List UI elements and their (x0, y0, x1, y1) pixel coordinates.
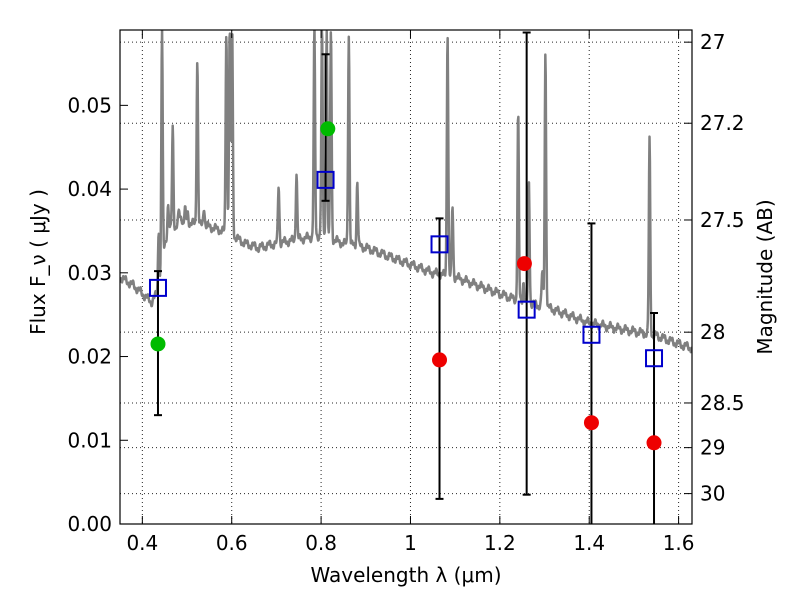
model-photometry-square (645, 349, 664, 368)
x-tick-label: 1.2 (484, 531, 516, 555)
nondetection-point (516, 256, 532, 272)
model-photometry-square (430, 235, 449, 254)
data-markers (148, 121, 664, 451)
y-tick-label: 0.05 (67, 93, 112, 117)
right-axis-label: Magnitude (AB) (753, 199, 777, 354)
right-tick-label: 27.5 (700, 208, 745, 232)
right-tick-label: 28.5 (700, 391, 745, 415)
model-photometry-square (517, 300, 536, 319)
plot-frame (119, 29, 693, 525)
right-tick-label: 29 (700, 436, 725, 460)
x-tick-label: 0.4 (126, 531, 158, 555)
y-tick-label: 0.00 (67, 512, 112, 536)
model-photometry-square (582, 325, 601, 344)
x-tick-label: 0.6 (216, 531, 248, 555)
x-tick-label: 1 (404, 531, 417, 555)
right-tick-label: 27 (700, 30, 725, 54)
y-tick-label: 0.04 (67, 177, 112, 201)
x-tick-label: 1.6 (663, 531, 695, 555)
model-spectrum-line (120, 30, 692, 354)
nondetection-point (646, 435, 662, 451)
x-tick-label: 1.4 (573, 531, 605, 555)
model-photometry-square (316, 170, 335, 189)
x-axis-label: Wavelength λ (μm) (310, 563, 501, 587)
grid (120, 30, 692, 524)
detection-point (320, 121, 336, 137)
nondetection-point (583, 415, 599, 431)
detection-point (150, 336, 166, 352)
y-axis-label: Flux F_ν ( μJy ) (26, 189, 50, 335)
y-tick-label: 0.03 (67, 261, 112, 285)
tick-labels: 0.4 0.6 0.8 1 1.2 1.4 1.6 0.00 0.01 0.02 0.03 0.04 0… (67, 30, 744, 555)
right-tick-label: 28 (700, 320, 725, 344)
y-tick-label: 0.02 (67, 345, 112, 369)
model-spectrum (120, 30, 692, 354)
right-tick-label: 30 (700, 482, 725, 506)
model-photometry-square (148, 278, 167, 297)
y-tick-label: 0.01 (67, 428, 112, 452)
nondetection-point (432, 352, 448, 368)
axis-ticks (120, 30, 692, 525)
right-tick-label: 27.2 (700, 111, 745, 135)
x-tick-label: 0.8 (305, 531, 337, 555)
